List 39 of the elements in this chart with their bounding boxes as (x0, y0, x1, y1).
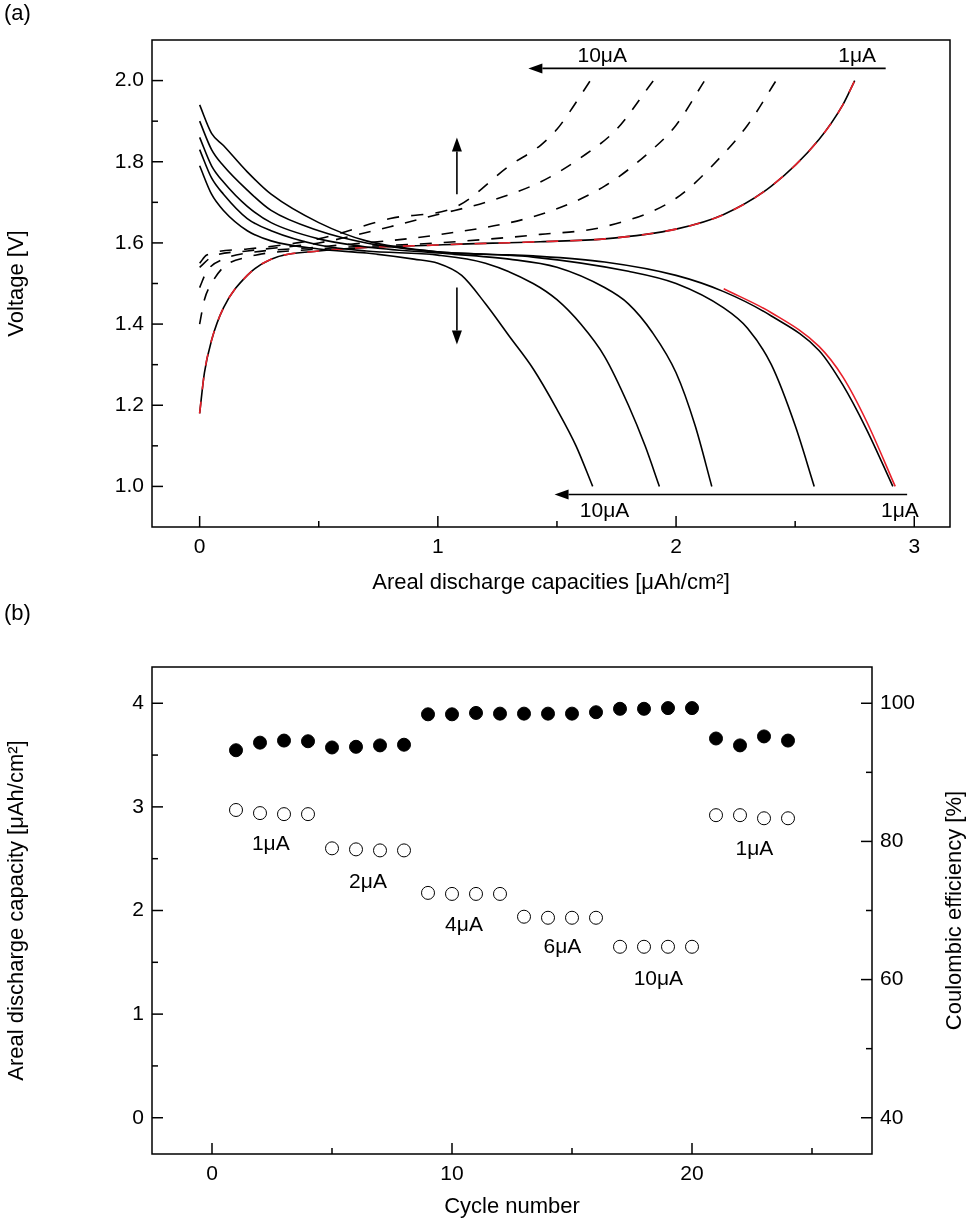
annotation: 10μA (633, 965, 684, 989)
annotation: 10μA (579, 497, 630, 521)
y-tick-label: 3 (132, 793, 144, 817)
x-tick-label: 2 (670, 534, 682, 558)
annotation: 1μA (251, 830, 290, 854)
y-tick-label: 4 (132, 690, 145, 714)
annotation: 6μA (543, 933, 582, 957)
y2-axis-title: Coulombic efficiency [%] (941, 790, 967, 1031)
chart-title: (a) (4, 0, 31, 26)
y-tick-label: 2.0 (114, 67, 144, 91)
x-axis-title: Areal discharge capacities [μAh/cm²] (372, 568, 730, 594)
y2-tick-label: 100 (880, 690, 916, 714)
chart-title: (b) (4, 600, 31, 626)
x-tick-label: 20 (680, 1161, 704, 1185)
y-tick-label: 1.0 (114, 473, 144, 497)
y-axis-title: Areal discharge capacity [μAh/cm²] (3, 740, 29, 1081)
x-tick-label: 10 (440, 1161, 464, 1185)
annotation: 1μA (881, 497, 919, 521)
annotation: 1μA (735, 836, 774, 860)
y-axis-title: Voltage [V] (3, 230, 29, 337)
y-tick-label: 1 (132, 1000, 144, 1024)
x-tick-label: 1 (432, 534, 444, 558)
y-tick-label: 1.8 (114, 148, 144, 172)
y-tick-label: 1.4 (114, 310, 145, 334)
annotation: 1μA (838, 43, 876, 67)
annotation: 2μA (349, 869, 387, 893)
y-tick-label: 1.6 (114, 229, 144, 253)
annotation: 10μA (577, 43, 627, 67)
y-tick-label: 2 (132, 897, 144, 921)
y-tick-label: 0 (132, 1104, 144, 1128)
y2-tick-label: 80 (880, 828, 904, 852)
y-tick-label: 1.2 (114, 392, 144, 416)
x-tick-label: 0 (193, 534, 206, 558)
y2-tick-label: 60 (880, 966, 904, 990)
x-tick-label: 3 (908, 534, 921, 558)
x-tick-label: 0 (206, 1161, 218, 1185)
x-axis-title: Cycle number (444, 1192, 580, 1218)
annotation: 4μA (445, 911, 483, 935)
y2-tick-label: 40 (880, 1104, 904, 1128)
